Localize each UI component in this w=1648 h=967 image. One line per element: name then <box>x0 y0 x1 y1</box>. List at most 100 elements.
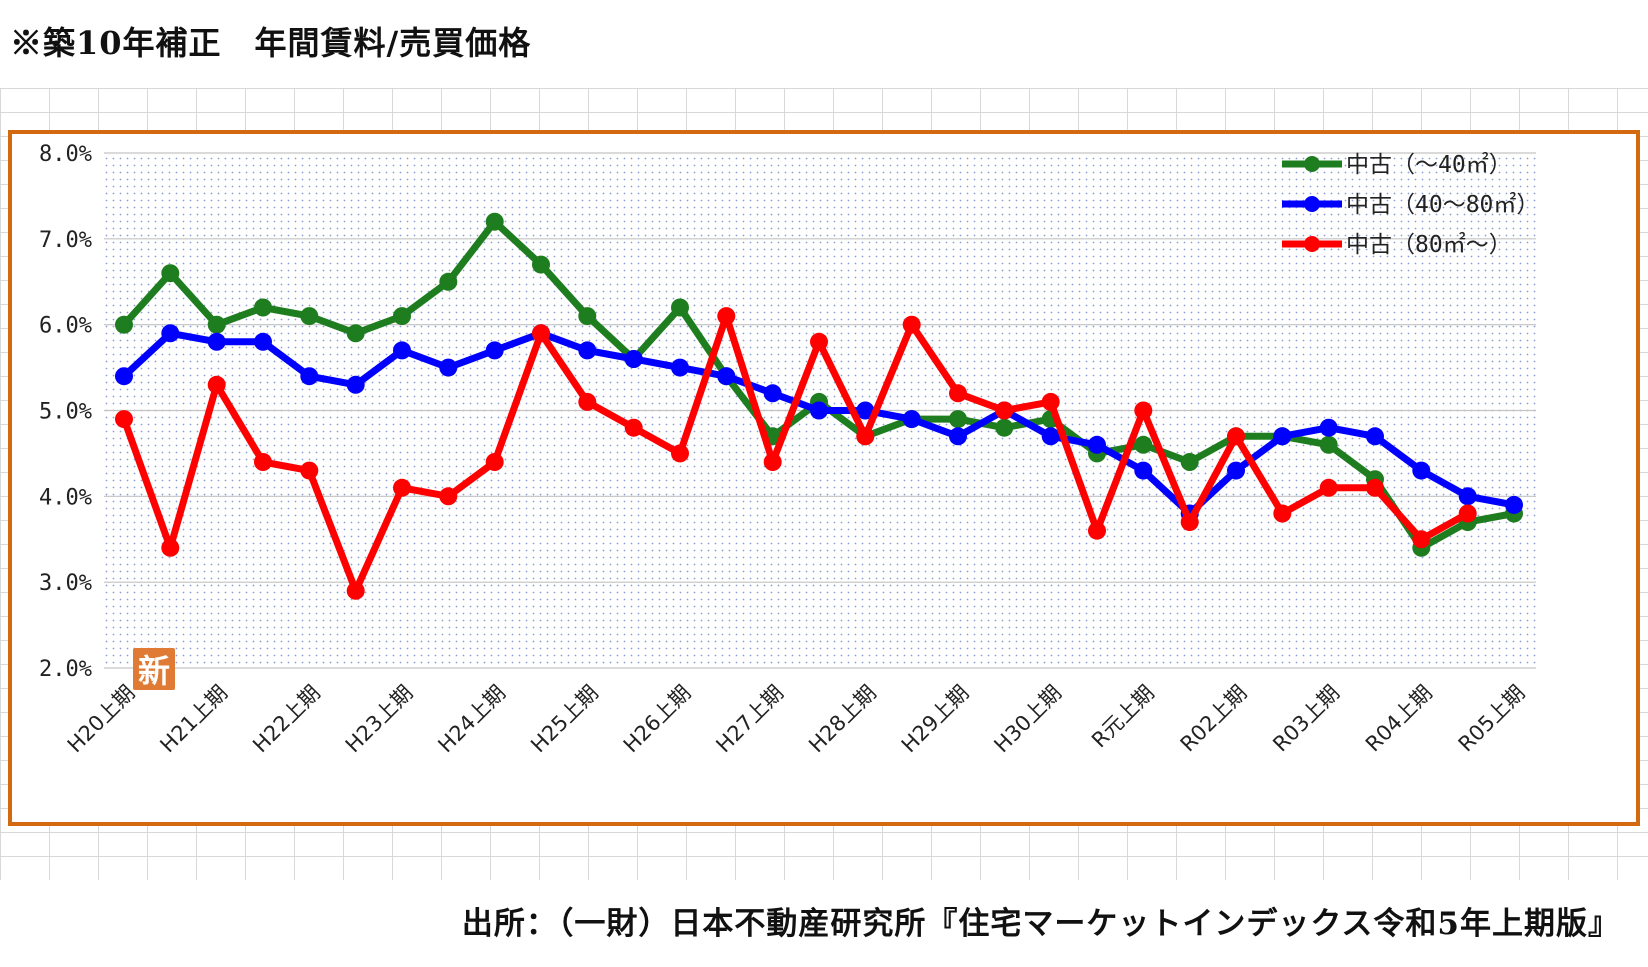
data-point <box>1041 427 1060 446</box>
data-point <box>763 453 782 471</box>
data-point <box>207 315 226 334</box>
page-title: ※築10年補正 年間賃料/売買価格 <box>10 24 532 62</box>
y-tick-label: 3.0% <box>39 571 92 596</box>
data-point <box>902 315 921 334</box>
data-point <box>1180 453 1199 471</box>
x-tick-label: H21上期 <box>155 681 232 758</box>
data-point <box>1412 461 1431 480</box>
legend-label: 中古（～40㎡） <box>1346 152 1512 178</box>
data-point <box>393 478 411 497</box>
y-axis-ticks: 2.0% 3.0% 4.0% 5.0% 6.0% 7.0% 8.0% <box>39 142 92 682</box>
data-point <box>624 350 643 368</box>
data-point <box>254 298 272 317</box>
x-tick-label: H23上期 <box>341 681 418 758</box>
data-point <box>1273 504 1292 523</box>
data-point <box>810 332 828 351</box>
y-tick-label: 7.0% <box>39 228 92 253</box>
data-point <box>578 392 597 411</box>
data-point <box>346 324 365 343</box>
data-point <box>439 272 458 291</box>
x-tick-label: H20上期 <box>63 681 140 758</box>
data-point <box>485 341 504 360</box>
data-point <box>207 332 226 351</box>
data-point <box>1134 461 1153 480</box>
data-point <box>161 264 180 283</box>
series-line <box>120 312 1470 595</box>
data-point <box>393 341 411 360</box>
data-point <box>1319 418 1338 437</box>
x-axis-ticks: H20上期 H21上期 H22上期 H23上期 H24上期 H25上期 H26上期 H27上期… <box>63 681 1530 758</box>
data-point <box>1134 401 1153 420</box>
series-3 <box>115 307 1477 600</box>
x-tick-label: H29上期 <box>897 681 974 758</box>
series-lines <box>115 212 1523 600</box>
x-tick-label: R04上期 <box>1361 681 1437 757</box>
x-tick-label: H27上期 <box>711 681 788 758</box>
data-point <box>671 298 689 317</box>
x-tick-label: H30上期 <box>989 681 1066 758</box>
x-tick-label: H25上期 <box>526 681 603 758</box>
data-point <box>1505 495 1523 514</box>
data-point <box>532 324 550 343</box>
y-tick-label: 4.0% <box>39 485 92 510</box>
data-point <box>485 212 504 231</box>
data-point <box>717 307 736 326</box>
data-point <box>810 401 828 420</box>
data-point <box>856 401 875 420</box>
data-point <box>995 418 1014 437</box>
x-tick-label: H26上期 <box>619 681 696 758</box>
data-point <box>300 367 319 386</box>
y-tick-label: 2.0% <box>39 657 92 682</box>
data-point <box>1319 435 1338 454</box>
data-point <box>300 461 319 480</box>
data-point <box>949 427 967 446</box>
data-point <box>1227 461 1245 480</box>
legend-label: 中古（80㎡～） <box>1346 232 1512 258</box>
x-tick-label: R05上期 <box>1454 681 1530 757</box>
data-point <box>671 358 689 377</box>
data-point <box>1088 435 1106 454</box>
legend-marker <box>1304 156 1320 172</box>
source-note: 出所：（一財）日本不動産研究所『住宅マーケットインデックス令和5年上期版』 <box>461 906 1620 942</box>
legend-label: 中古（40～80㎡） <box>1346 192 1539 218</box>
data-point <box>254 453 272 471</box>
chart-frame: 2.0% 3.0% 4.0% 5.0% 6.0% 7.0% 8.0% H20上期 H21上期 H… <box>8 130 1640 826</box>
data-point <box>115 315 133 334</box>
data-point <box>949 384 967 403</box>
data-point <box>856 427 875 446</box>
data-point <box>1041 392 1060 411</box>
x-tick-label: R02上期 <box>1176 681 1252 757</box>
data-point <box>624 418 643 437</box>
data-point <box>439 358 458 377</box>
data-point <box>578 307 597 326</box>
data-point <box>1319 478 1338 497</box>
data-point <box>1227 427 1245 446</box>
data-point <box>902 410 921 429</box>
legend: 中古（～40㎡） 中古（40～80㎡） 中古（80㎡～） <box>1282 152 1539 258</box>
data-point <box>161 324 180 343</box>
x-tick-label: H24上期 <box>433 681 510 758</box>
data-point <box>1366 478 1384 497</box>
x-tick-label: H28上期 <box>804 681 881 758</box>
data-point <box>1458 504 1477 523</box>
data-point <box>763 384 782 403</box>
data-point <box>207 375 226 394</box>
y-tick-label: 8.0% <box>39 142 92 167</box>
data-point <box>995 401 1014 420</box>
data-point <box>1088 521 1106 540</box>
data-point <box>1458 487 1477 506</box>
data-point <box>115 410 133 429</box>
data-point <box>717 367 736 386</box>
y-tick-label: 6.0% <box>39 314 92 339</box>
data-point <box>1366 427 1384 446</box>
data-point <box>161 538 180 557</box>
chart-svg: 2.0%3.0%4.0%5.0%6.0%7.0%8.0% H20上期 H21上期 H… <box>39 142 1539 758</box>
legend-marker <box>1304 196 1320 212</box>
data-point <box>1134 435 1153 454</box>
data-point <box>578 341 597 360</box>
data-point <box>1412 530 1431 549</box>
legend-marker <box>1304 236 1320 252</box>
data-point <box>439 487 458 506</box>
data-point <box>254 332 272 351</box>
data-point <box>949 410 967 429</box>
